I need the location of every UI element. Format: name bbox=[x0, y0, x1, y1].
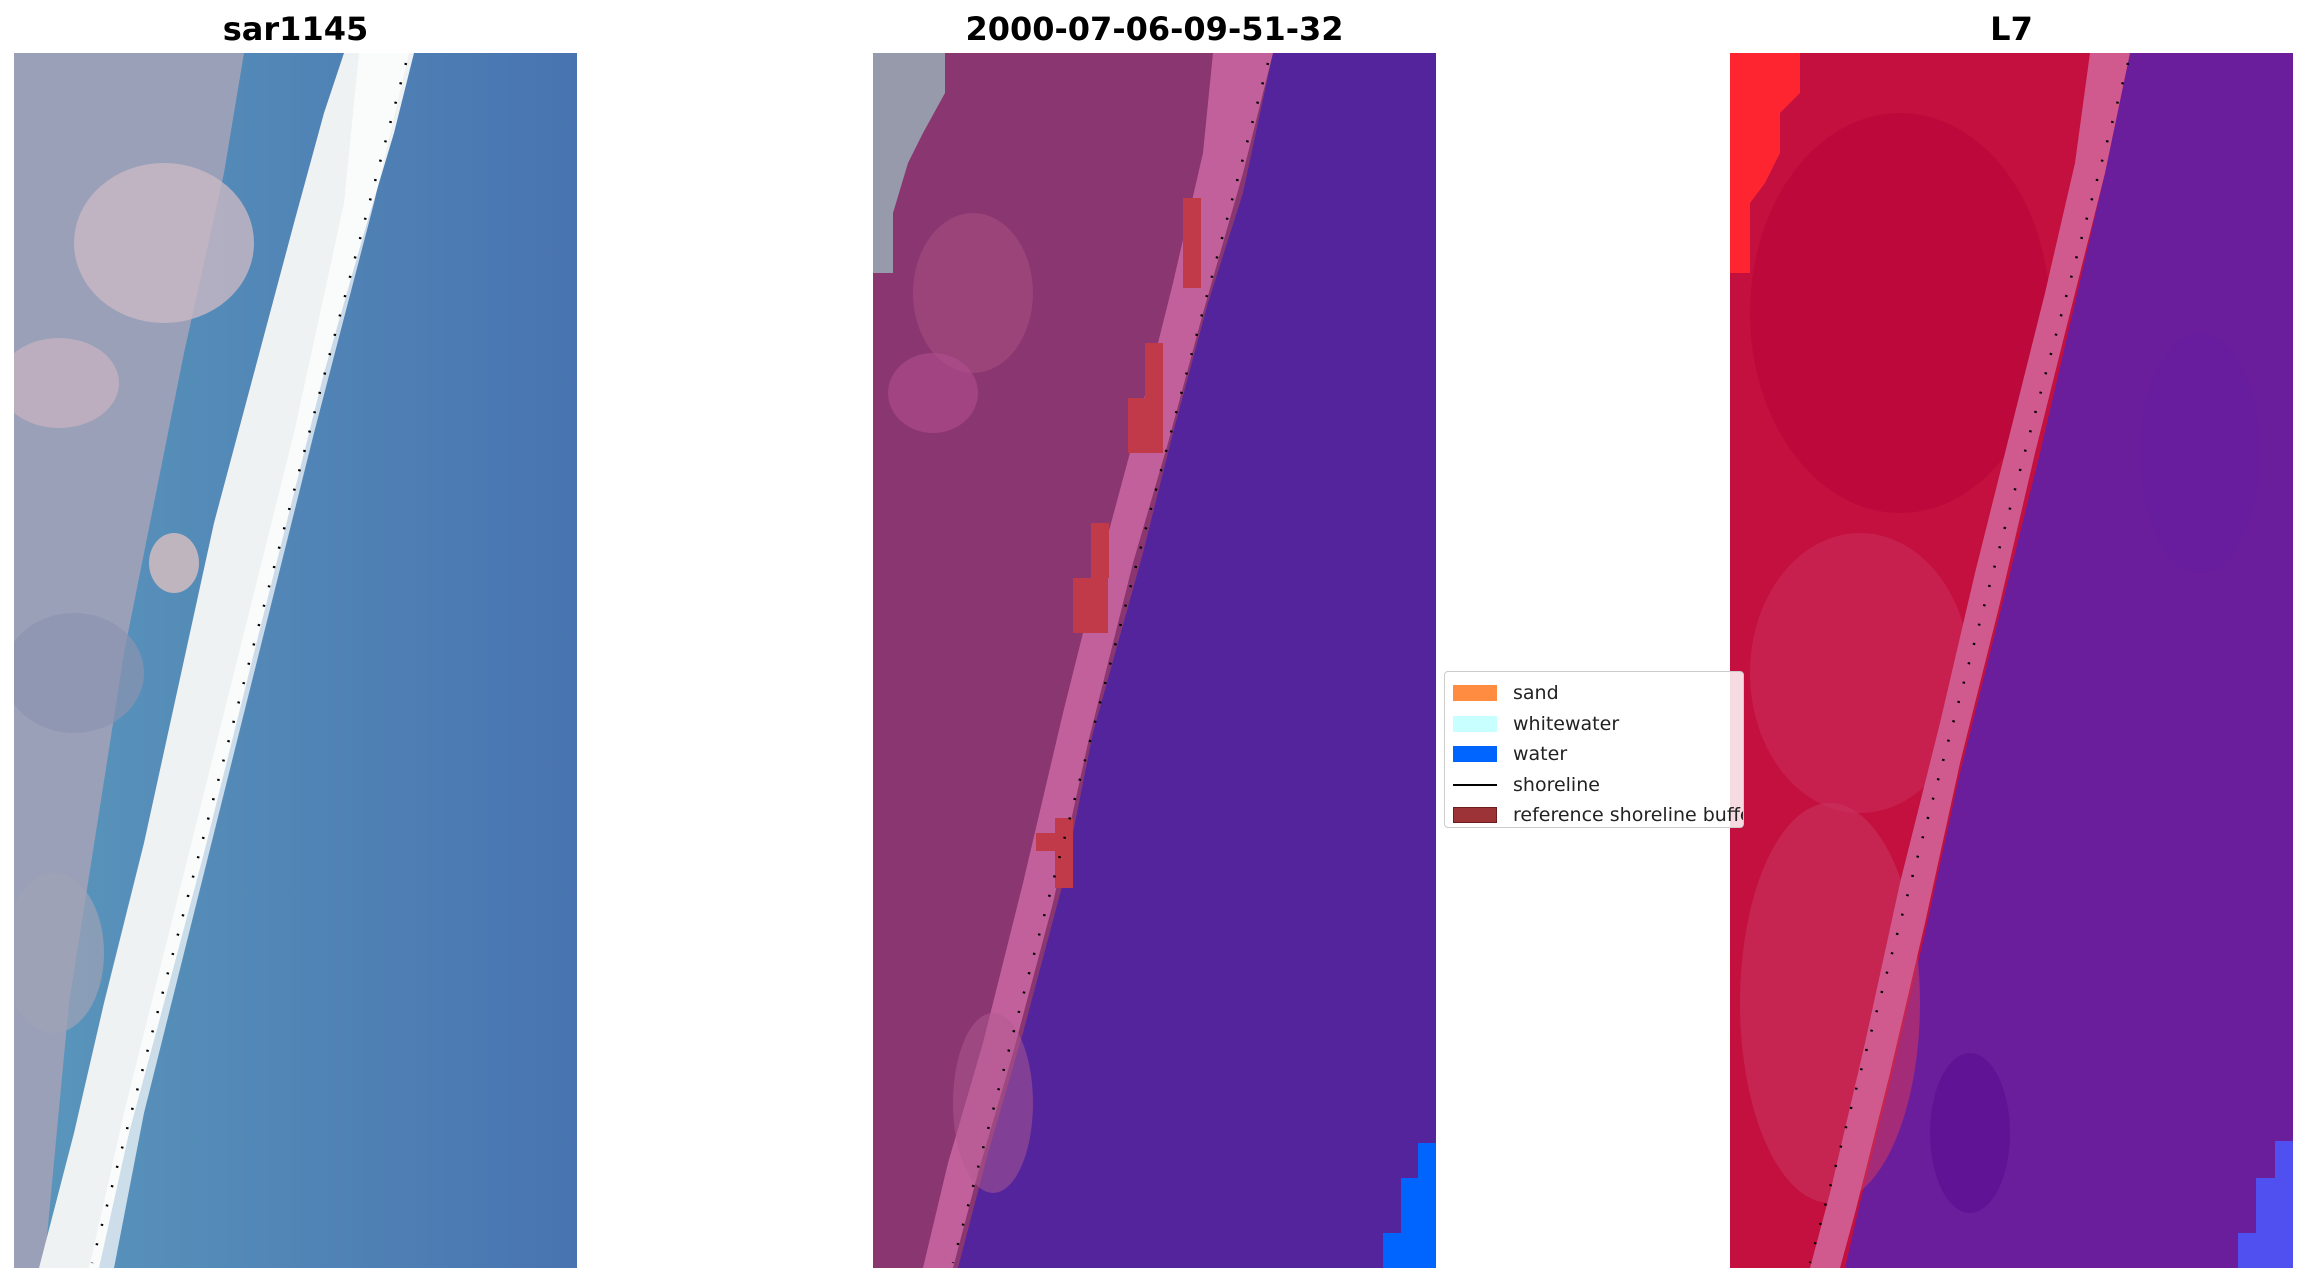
whitewater-swatch bbox=[1453, 715, 1497, 732]
sand-swatch bbox=[1453, 685, 1497, 702]
rgb-image-panel bbox=[14, 53, 577, 1268]
legend-label: whitewater bbox=[1513, 712, 1620, 735]
legend-item-whitewater: whitewater bbox=[1453, 709, 1735, 740]
panel-title-classified: 2000-07-06-09-51-32 bbox=[965, 10, 1344, 48]
legend-item-buffer: reference shoreline buffer bbox=[1453, 800, 1743, 827]
panel-title-rgb: sar1145 bbox=[222, 10, 369, 48]
panel-title-nir: L7 bbox=[1990, 10, 2033, 48]
legend-item-sand: sand bbox=[1453, 678, 1735, 709]
legend-label: reference shoreline buffer bbox=[1513, 804, 1744, 827]
buffer-swatch bbox=[1453, 807, 1497, 824]
legend-label: sand bbox=[1513, 682, 1559, 705]
nir-image bbox=[1730, 53, 2293, 1268]
rgb-image bbox=[14, 53, 577, 1268]
legend-label: shoreline bbox=[1513, 773, 1600, 796]
legend-label: water bbox=[1513, 743, 1568, 766]
legend: sand whitewater water shoreline referenc… bbox=[1444, 671, 1744, 828]
shoreline-line-swatch bbox=[1453, 783, 1497, 786]
legend-item-water: water bbox=[1453, 739, 1735, 770]
nir-image-panel bbox=[1730, 53, 2293, 1268]
legend-item-shoreline: shoreline bbox=[1453, 770, 1735, 801]
classified-image bbox=[873, 53, 1436, 1268]
water-swatch bbox=[1453, 746, 1497, 763]
classified-image-panel bbox=[873, 53, 1436, 1268]
